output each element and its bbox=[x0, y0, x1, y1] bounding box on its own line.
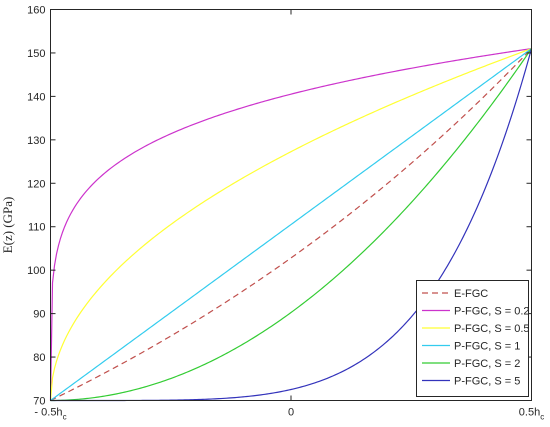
legend-label-1: P-FGC, S = 0.2 bbox=[454, 306, 530, 318]
series-line-4 bbox=[50, 48, 532, 402]
x-tick-label: - 0.5hc bbox=[34, 407, 66, 422]
series-line-0 bbox=[50, 48, 532, 402]
y-tick-label: 80 bbox=[33, 352, 45, 364]
series-line-2 bbox=[49, 48, 532, 401]
legend-label-5: P-FGC, S = 5 bbox=[454, 376, 520, 388]
legend-label-4: P-FGC, S = 2 bbox=[454, 358, 520, 370]
x-tick-label: 0 bbox=[288, 407, 294, 419]
x-tick-label: 0.5hc bbox=[519, 407, 544, 422]
legend-label-0: E-FGC bbox=[454, 288, 488, 300]
legend-label-3: P-FGC, S = 1 bbox=[454, 341, 520, 353]
y-tick-label: 110 bbox=[28, 222, 46, 234]
y-tick-label: 140 bbox=[27, 91, 45, 103]
series-line-1 bbox=[49, 48, 532, 401]
y-tick-label: 100 bbox=[27, 265, 45, 277]
y-axis-label: E(z) (GPa) bbox=[0, 197, 15, 254]
series-line-3 bbox=[50, 48, 532, 401]
y-tick-label: 90 bbox=[33, 309, 45, 321]
y-tick-label: 70 bbox=[33, 396, 45, 408]
y-tick-label: 120 bbox=[27, 178, 45, 190]
legend-label-2: P-FGC, S = 0.5 bbox=[454, 323, 530, 335]
y-tick-label: 160 bbox=[27, 5, 45, 17]
ticks-layer: 70 80 90 100 110 120 130 140 150 160 - 0.5hc 0 0.5hc bbox=[27, 5, 544, 422]
legend-box bbox=[416, 280, 529, 397]
y-tick-label: 150 bbox=[27, 48, 45, 60]
legend: E-FGC P-FGC, S = 0.2 P-FGC, S = 0.5 P-FGC, … bbox=[416, 280, 530, 397]
y-tick-label: 130 bbox=[27, 135, 45, 147]
